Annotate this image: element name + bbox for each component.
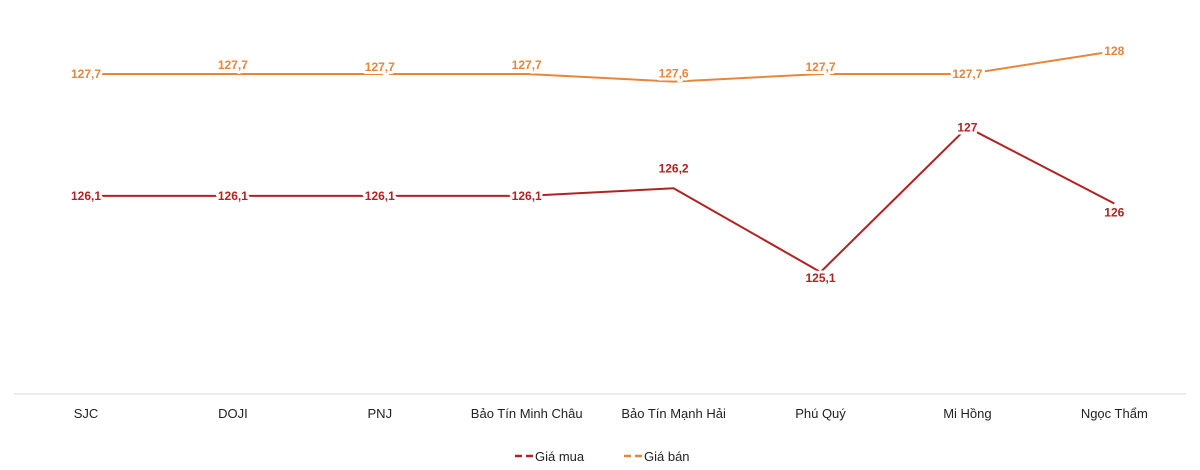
data-label: 128 [1104,44,1124,58]
legend: Giá mua Giá bán [515,449,690,464]
x-tick-label: Bảo Tín Mạnh Hải [621,406,726,421]
data-label: 127,7 [512,58,542,72]
data-label: 127,6 [659,67,689,81]
data-label: 125,1 [805,271,835,285]
series-line-gia-ban [86,50,1115,83]
x-tick-label: Bảo Tín Minh Châu [471,406,583,421]
data-label: 126,1 [512,189,542,203]
data-label: 127,7 [71,67,101,81]
data-label: 127,7 [218,58,248,72]
x-tick-label: SJC [74,406,99,421]
x-tick-label: PNJ [368,406,393,421]
data-label: 126,1 [218,189,248,203]
data-label: 127,7 [365,60,395,74]
series-line-gia-mua [86,126,1115,274]
data-label: 126,2 [659,161,689,175]
data-label: 127 [957,120,977,134]
data-label: 126 [1104,206,1124,220]
data-label: 126,1 [71,189,101,203]
legend-label: Giá mua [535,449,585,464]
x-tick-label: Mi Hồng [943,406,991,421]
x-tick-label: Phú Quý [795,406,846,421]
data-label: 127,7 [952,67,982,81]
legend-label: Giá bán [644,449,690,464]
data-label: 127,7 [805,60,835,74]
x-tick-label: DOJI [218,406,248,421]
x-tick-label: Ngọc Thẩm [1081,406,1148,421]
data-label: 126,1 [365,189,395,203]
